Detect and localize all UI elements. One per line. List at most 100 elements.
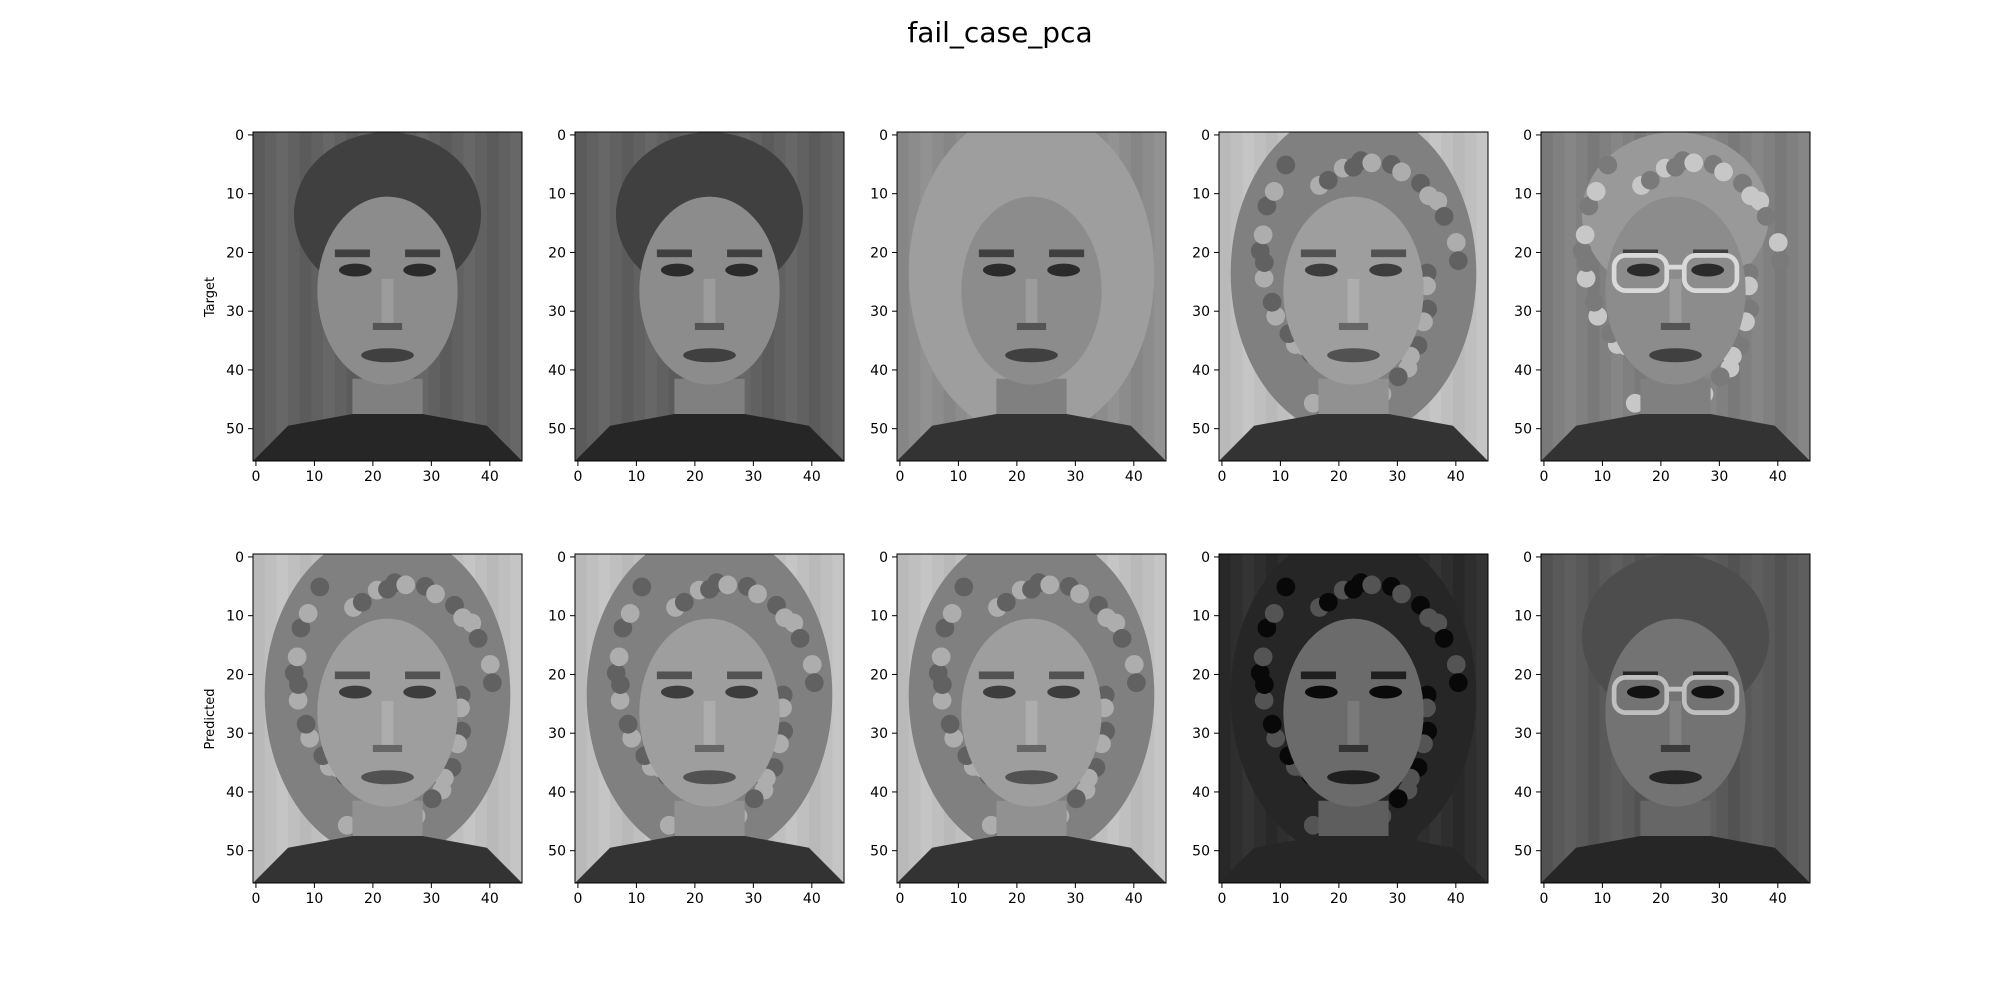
- image-panel-r0-c3: 0 10 20 30 40 0 10 20 30 40 50: [1192, 128, 1489, 485]
- axes-frame: [574, 553, 845, 884]
- x-tick-label: 20: [364, 469, 382, 485]
- y-tick-label: 10: [870, 187, 888, 203]
- x-tick-label: 0: [1539, 891, 1548, 907]
- face-image: [1541, 554, 1810, 883]
- y-tick-label: 50: [870, 844, 888, 860]
- y-tick-label: 30: [870, 726, 888, 742]
- y-tick-label: 30: [1514, 304, 1532, 320]
- image-panel-r1-c0: 0 10 20 30 40 0 10 20 30 40 50: [226, 550, 523, 907]
- image-panel-r0-c4: 0 10 20 30 40 0 10 20 30 40 50: [1514, 128, 1811, 485]
- axes-frame: [896, 131, 1167, 462]
- face-image: [253, 554, 522, 883]
- x-tick-label: 40: [803, 891, 821, 907]
- x-tick-label: 20: [1652, 469, 1670, 485]
- figure-title: fail_case_pca: [907, 16, 1092, 49]
- x-tick-label: 30: [1066, 891, 1084, 907]
- y-tick-label: 0: [557, 128, 566, 144]
- x-tick-label: 0: [1217, 891, 1226, 907]
- y-tick-label: 40: [870, 363, 888, 379]
- y-tick-label: 50: [1514, 422, 1532, 438]
- y-tick-label: 30: [870, 304, 888, 320]
- row-label-predicted: Predicted: [203, 688, 218, 749]
- x-tick-label: 10: [949, 469, 967, 485]
- x-tick-label: 20: [1008, 469, 1026, 485]
- y-tick-label: 40: [870, 785, 888, 801]
- x-tick-label: 0: [251, 891, 260, 907]
- x-tick-label: 20: [1652, 891, 1670, 907]
- y-tick-label: 20: [1514, 667, 1532, 683]
- x-tick-label: 10: [949, 891, 967, 907]
- face-image: [575, 554, 844, 883]
- x-tick-label: 30: [1388, 891, 1406, 907]
- axes-frame: [252, 131, 523, 462]
- y-tick-label: 20: [548, 667, 566, 683]
- y-tick-label: 10: [1514, 609, 1532, 625]
- y-tick-label: 50: [1514, 844, 1532, 860]
- y-tick-label: 20: [226, 667, 244, 683]
- y-tick-label: 50: [226, 422, 244, 438]
- y-tick-label: 50: [1192, 422, 1210, 438]
- y-tick-label: 0: [1201, 128, 1210, 144]
- y-tick-label: 0: [1201, 550, 1210, 566]
- x-tick-label: 0: [895, 469, 904, 485]
- y-tick-label: 30: [226, 726, 244, 742]
- x-tick-label: 40: [1447, 891, 1465, 907]
- axes-frame: [896, 553, 1167, 884]
- y-tick-label: 40: [226, 785, 244, 801]
- x-tick-label: 0: [1217, 469, 1226, 485]
- y-tick-label: 10: [548, 187, 566, 203]
- x-tick-label: 10: [627, 469, 645, 485]
- x-tick-label: 20: [1008, 891, 1026, 907]
- y-tick-label: 0: [879, 550, 888, 566]
- axes-frame: [1218, 553, 1489, 884]
- y-tick-label: 10: [1514, 187, 1532, 203]
- y-tick-label: 40: [548, 785, 566, 801]
- image-panel-r0-c0: 0 10 20 30 40 0 10 20 30 40 50: [226, 128, 523, 485]
- x-tick-label: 40: [1125, 469, 1143, 485]
- y-tick-label: 10: [226, 609, 244, 625]
- y-tick-label: 30: [1192, 304, 1210, 320]
- x-tick-label: 30: [1066, 469, 1084, 485]
- axes-frame: [1540, 131, 1811, 462]
- y-tick-label: 20: [870, 245, 888, 261]
- y-tick-label: 0: [235, 128, 244, 144]
- y-tick-label: 0: [1523, 550, 1532, 566]
- x-tick-label: 0: [573, 469, 582, 485]
- y-tick-label: 40: [548, 363, 566, 379]
- face-image: [1219, 554, 1488, 883]
- y-tick-label: 50: [870, 422, 888, 438]
- x-tick-label: 30: [1388, 469, 1406, 485]
- x-tick-label: 30: [744, 891, 762, 907]
- x-tick-label: 0: [895, 891, 904, 907]
- image-panel-r1-c1: 0 10 20 30 40 0 10 20 30 40 50: [548, 550, 845, 907]
- x-tick-label: 10: [305, 469, 323, 485]
- y-tick-label: 10: [1192, 187, 1210, 203]
- image-panel-r1-c3: 0 10 20 30 40 0 10 20 30 40 50: [1192, 550, 1489, 907]
- face-image: [1541, 132, 1810, 461]
- y-tick-label: 10: [870, 609, 888, 625]
- y-tick-label: 0: [1523, 128, 1532, 144]
- image-panel-r0-c2: 0 10 20 30 40 0 10 20 30 40 50: [870, 128, 1167, 485]
- y-tick-label: 0: [557, 550, 566, 566]
- y-tick-label: 20: [1514, 245, 1532, 261]
- y-tick-label: 50: [226, 844, 244, 860]
- x-tick-label: 40: [1769, 891, 1787, 907]
- y-tick-label: 10: [226, 187, 244, 203]
- x-tick-label: 20: [686, 469, 704, 485]
- x-tick-label: 10: [1271, 469, 1289, 485]
- y-tick-label: 40: [226, 363, 244, 379]
- x-tick-label: 10: [305, 891, 323, 907]
- face-image: [897, 132, 1166, 461]
- y-tick-label: 10: [548, 609, 566, 625]
- image-panel-r0-c1: 0 10 20 30 40 0 10 20 30 40 50: [548, 128, 845, 485]
- y-tick-label: 0: [235, 550, 244, 566]
- y-tick-label: 20: [1192, 245, 1210, 261]
- x-tick-label: 40: [1769, 469, 1787, 485]
- x-tick-label: 30: [422, 469, 440, 485]
- face-image: [897, 554, 1166, 883]
- x-tick-label: 30: [1710, 469, 1728, 485]
- x-tick-label: 10: [1593, 469, 1611, 485]
- x-tick-label: 10: [627, 891, 645, 907]
- x-tick-label: 0: [1539, 469, 1548, 485]
- face-image: [253, 132, 522, 461]
